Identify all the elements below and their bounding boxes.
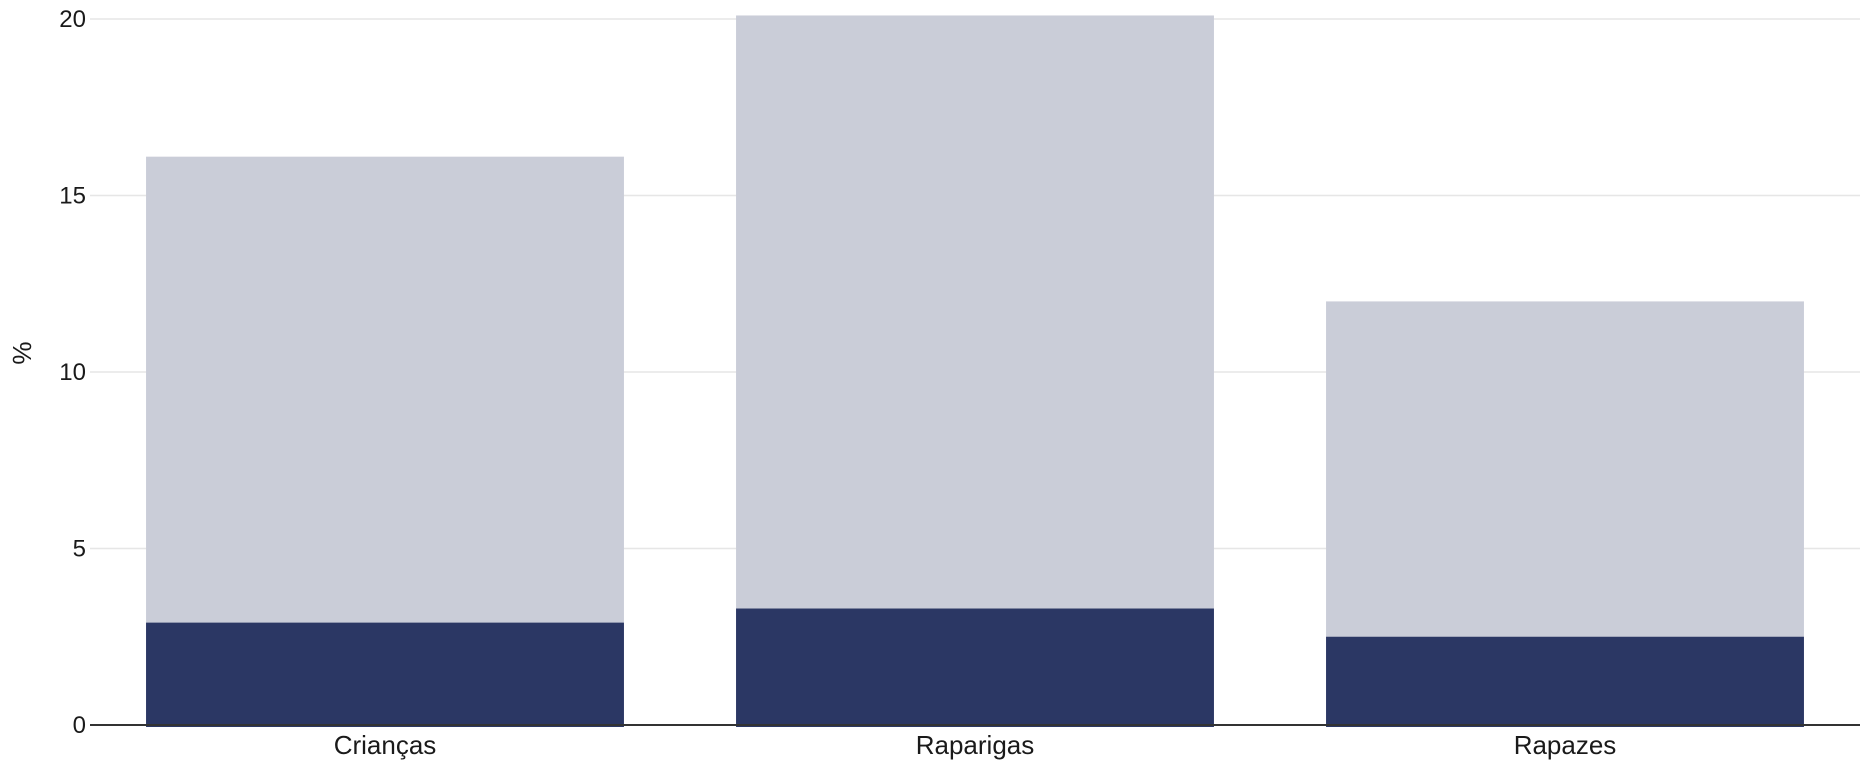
x-category-label: Crianças: [334, 730, 437, 760]
bar-total: [736, 15, 1214, 728]
bars: [146, 15, 1804, 728]
x-category-label: Raparigas: [916, 730, 1035, 760]
y-axis-title: %: [7, 341, 37, 364]
y-tick-label: 20: [59, 6, 86, 33]
bar-subset: [146, 622, 624, 727]
axes: 0 5 10 15 20 Crianças Raparigas Rapazes: [59, 6, 1860, 760]
y-tick-label: 10: [59, 359, 86, 386]
x-category-label: Rapazes: [1514, 730, 1617, 760]
bar-subset: [736, 608, 1214, 727]
y-tick-label: 0: [73, 712, 86, 739]
y-tick-label: 15: [59, 183, 86, 210]
bar-subset: [1326, 636, 1804, 727]
y-tick-label: 5: [73, 536, 86, 563]
